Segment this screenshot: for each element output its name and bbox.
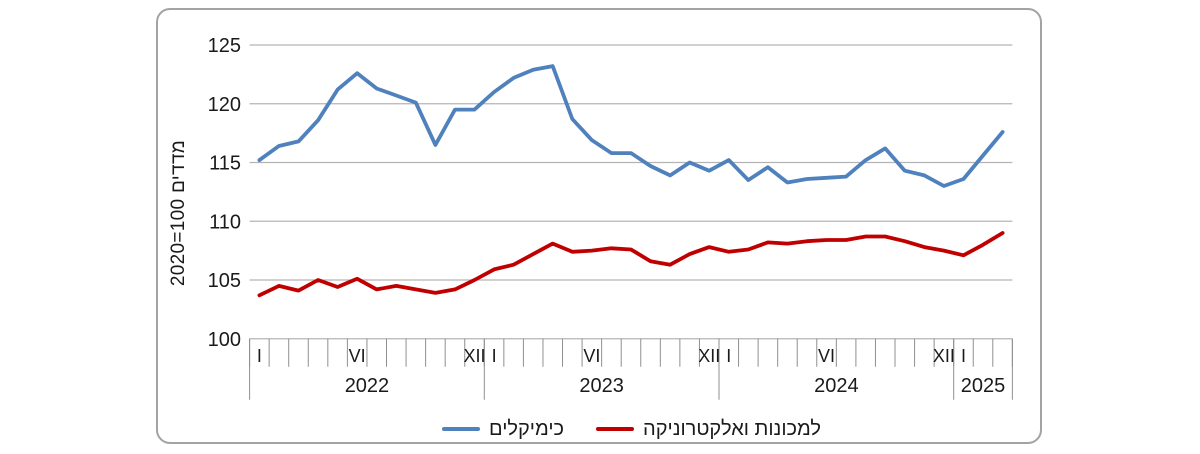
x-axis-month-label: I xyxy=(726,346,731,366)
x-axis-year-label: 2025 xyxy=(961,375,1006,397)
x-axis-year-label: 2022 xyxy=(345,375,390,397)
x-axis-year-label: 2024 xyxy=(814,375,859,397)
y-axis-tick-label: 110 xyxy=(209,211,241,233)
series-line-0 xyxy=(257,64,1005,188)
legend-swatch-machinery-electronics xyxy=(596,427,635,431)
x-axis-month-label: XII xyxy=(933,346,955,366)
y-axis-title: 2020=100 מדדים xyxy=(168,140,190,286)
legend-label-machinery-electronics: למכונות ואלקטרוניקה xyxy=(643,417,821,440)
x-axis-month-label: XII xyxy=(464,346,486,366)
legend-label-chemicals: כימיקלים xyxy=(489,417,565,440)
x-axis-month-label: I xyxy=(257,346,262,366)
y-axis-tick-label: 105 xyxy=(208,270,241,292)
y-axis-title-base: 2020=100 xyxy=(168,198,189,287)
x-axis-month-label: I xyxy=(961,346,966,366)
y-axis-tick-label: 125 xyxy=(208,35,241,57)
chart-panel xyxy=(156,8,1042,444)
x-axis-month-label: VI xyxy=(818,346,835,366)
x-axis-month-label: I xyxy=(492,346,497,366)
y-axis-tick-label: 120 xyxy=(208,94,241,116)
series-line-1 xyxy=(257,231,1005,298)
legend: כימיקלים למכונות ואלקטרוניקה xyxy=(250,414,1013,444)
x-axis-year-label: 2023 xyxy=(579,375,624,397)
y-axis-tick-label: 100 xyxy=(208,329,241,351)
x-axis-month-label: VI xyxy=(349,346,366,366)
x-axis-month-label: XII xyxy=(698,346,720,366)
y-axis-tick-label: 115 xyxy=(209,153,241,175)
legend-swatch-chemicals xyxy=(442,427,481,431)
y-axis-title-text: מדדים xyxy=(168,139,189,193)
x-axis-month-label: VI xyxy=(583,346,600,366)
